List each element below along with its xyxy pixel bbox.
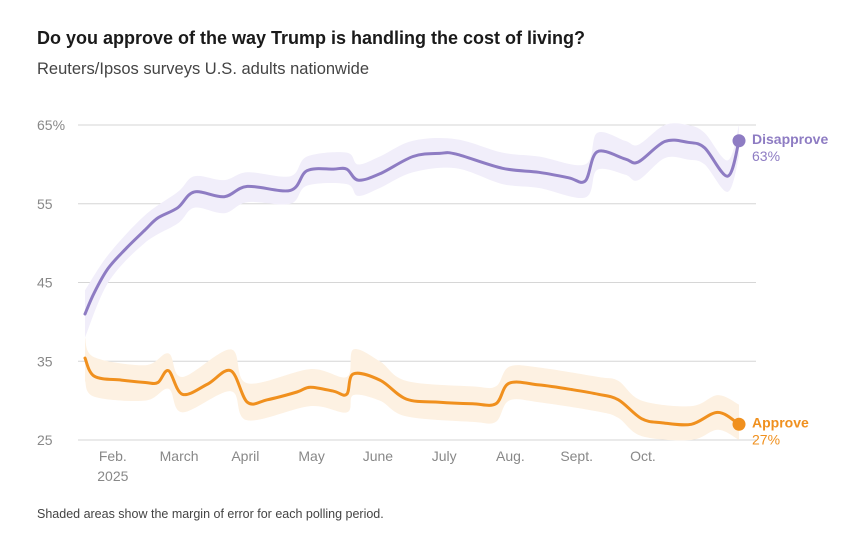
- x-tick-label: July: [432, 448, 457, 464]
- x-tick-label: April: [231, 448, 259, 464]
- approve-value-label: 27%: [752, 431, 780, 447]
- approve-label: Approve: [752, 414, 809, 430]
- x-tick-label: March: [160, 448, 199, 464]
- x-tick-label: May: [298, 448, 324, 464]
- series-lines: [83, 134, 746, 431]
- y-tick-label: 35: [37, 353, 53, 369]
- approve-error-band: [85, 337, 739, 441]
- chart-title: Do you approve of the way Trump is handl…: [37, 28, 586, 48]
- approve-endpoint: [732, 417, 746, 431]
- disapprove-label: Disapprove: [752, 131, 828, 147]
- x-tick-label: Feb.: [99, 448, 127, 464]
- x-tick-label: June: [363, 448, 394, 464]
- margin-of-error-bands: [85, 123, 739, 441]
- approve-line: [83, 356, 741, 427]
- chart-subtitle: Reuters/Ipsos surveys U.S. adults nation…: [37, 60, 369, 78]
- axis-labels: 65% 55 45 35 25 Feb. 2025 March April May June July…: [37, 117, 656, 484]
- x-year-label: 2025: [97, 468, 128, 484]
- y-tick-label: 55: [37, 196, 53, 212]
- chart-footnote: Shaded areas show the margin of error fo…: [37, 507, 384, 521]
- disapprove-endpoint: [732, 134, 746, 148]
- y-tick-label: 25: [37, 432, 53, 448]
- disapprove-error-band: [85, 123, 739, 338]
- x-tick-label: Aug.: [496, 448, 525, 464]
- disapprove-value-label: 63%: [752, 148, 780, 164]
- y-tick-label: 65%: [37, 117, 65, 133]
- y-tick-label: 45: [37, 275, 53, 291]
- x-tick-label: Sept.: [560, 448, 593, 464]
- disapprove-line: [83, 138, 741, 316]
- x-tick-label: Oct.: [630, 448, 656, 464]
